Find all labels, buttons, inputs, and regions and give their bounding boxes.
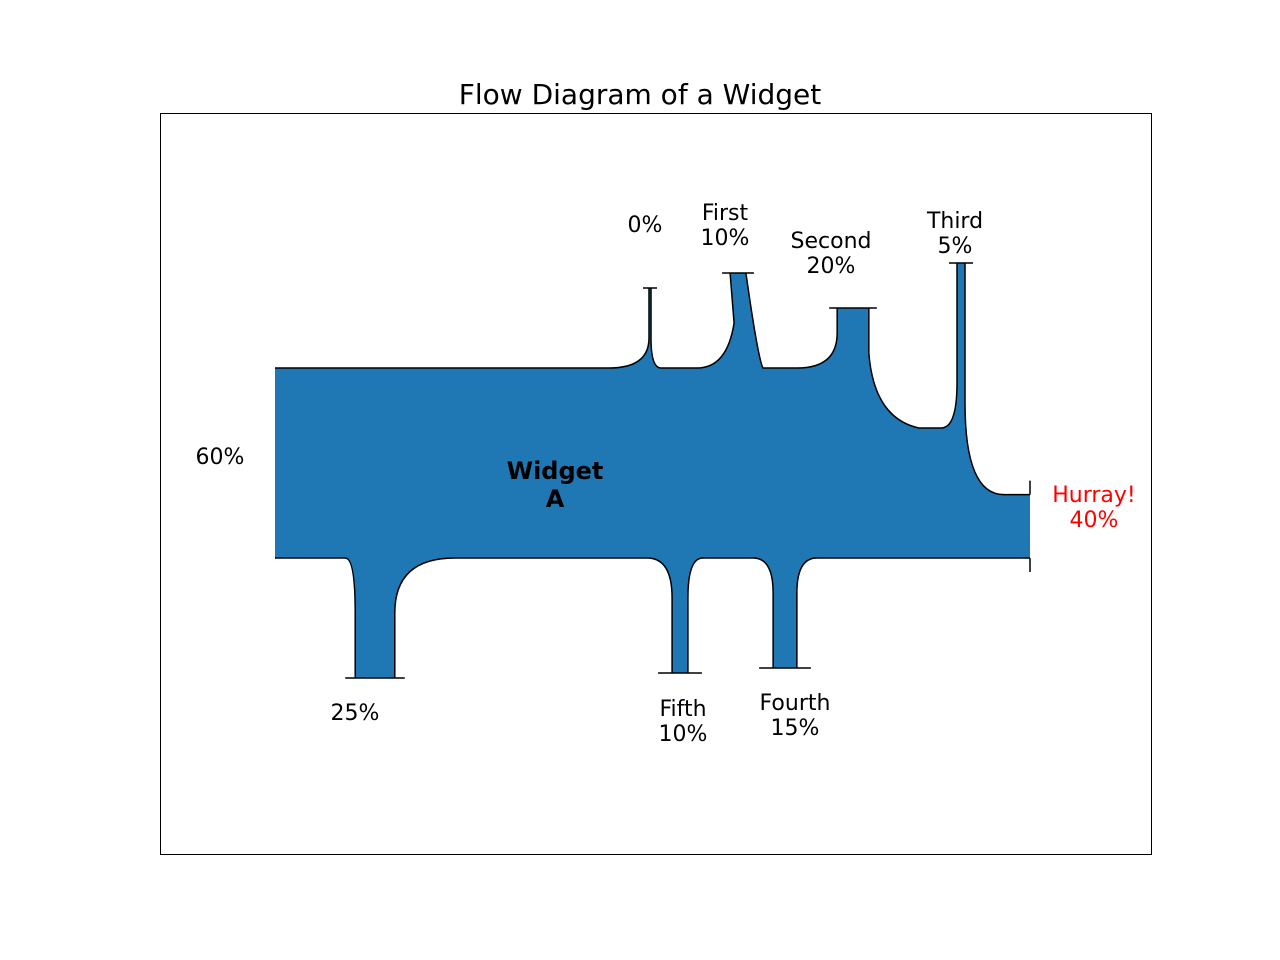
- label-in_left: 60%: [180, 445, 260, 470]
- figure-stage: Flow Diagram of a Widget Widget A 60% 25% 0…: [0, 0, 1280, 960]
- label-out_bot2: Fourth 15%: [740, 691, 850, 742]
- labels-layer: Widget A 60% 25% 0%First 10%Second 20% Third…: [160, 113, 1152, 855]
- label-in_top0: 0%: [610, 213, 680, 238]
- label-trunk: Widget A: [495, 458, 615, 513]
- label-in_top1: First 10%: [680, 201, 770, 252]
- label-out_bot1: Fifth 10%: [638, 697, 728, 748]
- label-out_right: Hurray! 40%: [1034, 483, 1154, 534]
- chart-title: Flow Diagram of a Widget: [0, 78, 1280, 111]
- label-in_top3: Third 5%: [910, 209, 1000, 260]
- label-in_top2: Second 20%: [776, 229, 886, 280]
- label-in_bottom: 25%: [305, 701, 405, 726]
